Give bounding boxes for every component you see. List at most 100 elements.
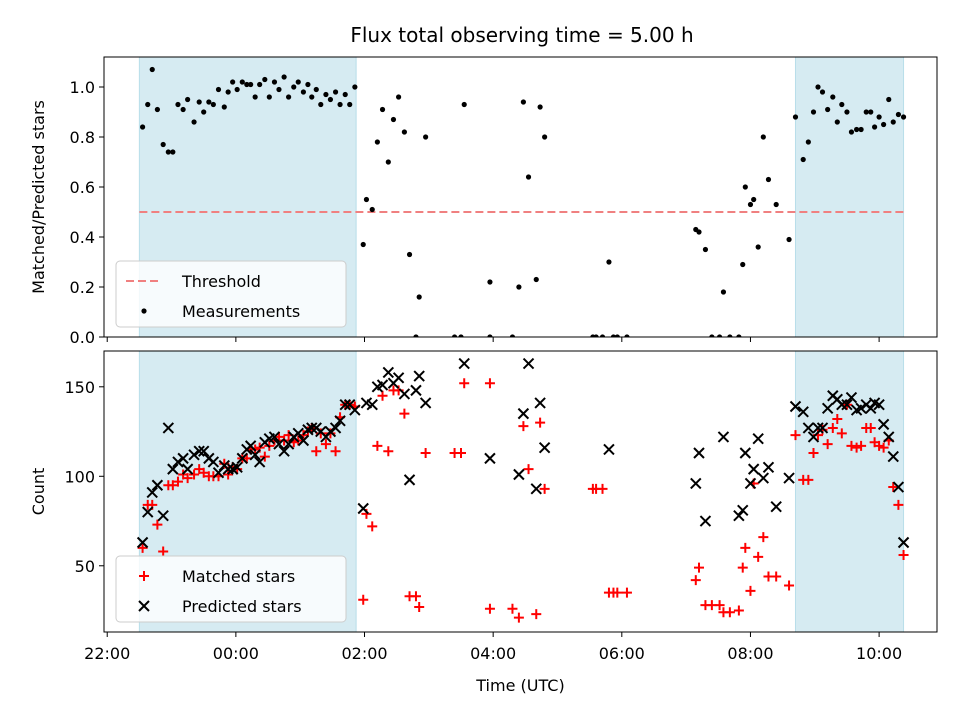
predicted-star-point <box>142 506 154 518</box>
matched-star-point <box>856 440 867 451</box>
legend-predicted-swatch <box>138 600 150 612</box>
measurement-point <box>786 236 792 243</box>
predicted-star-point <box>177 452 189 465</box>
matched-star-point <box>832 414 843 425</box>
measurement-point <box>716 334 723 337</box>
measurement-point <box>853 126 860 133</box>
measurement-point <box>291 84 297 90</box>
measurement-point <box>844 109 850 115</box>
matched-star-point <box>420 448 431 459</box>
matched-star-point <box>803 474 814 485</box>
matched-star-point <box>808 448 819 459</box>
legend-label: Predicted stars <box>182 597 302 616</box>
measurement-point <box>234 86 240 93</box>
predicted-star-point <box>197 445 210 457</box>
measurement-point <box>300 89 307 95</box>
measurement-point <box>252 94 258 100</box>
predicted-star-point <box>883 431 895 443</box>
measurement-point <box>271 79 278 85</box>
predicted-star-point <box>458 357 470 370</box>
matched-star-point <box>724 607 735 618</box>
predicted-star-point <box>733 509 745 522</box>
matched-star-point <box>612 587 623 598</box>
measurement-point <box>318 101 324 108</box>
y-axis-label: Count <box>29 468 48 516</box>
matched-star-point <box>865 422 876 433</box>
axes-frame <box>103 350 938 633</box>
predicted-star-point <box>244 440 257 452</box>
predicted-star-point <box>366 398 378 411</box>
measurement-point <box>295 79 301 85</box>
matched-star-point <box>784 580 795 591</box>
measurement-point <box>487 279 493 285</box>
legend-matched-swatch <box>139 571 149 581</box>
predicted-star-point <box>297 434 310 447</box>
measurement-point <box>154 106 160 113</box>
measurement-point <box>347 101 353 108</box>
matched-star-point <box>172 476 183 487</box>
measurement-point <box>149 66 155 73</box>
y-tick-label: 1.0 <box>70 78 95 97</box>
measurement-point <box>210 101 216 108</box>
measurement-point <box>537 104 543 110</box>
predicted-star-point <box>339 398 351 411</box>
predicted-star-point <box>222 463 234 475</box>
chart-title: Flux total observing time = 5.00 h <box>350 23 693 47</box>
y-tick-label: 0.4 <box>70 228 95 247</box>
measurement-point <box>709 334 715 337</box>
measurement-point <box>360 241 366 248</box>
measurement-point <box>727 334 733 337</box>
matched-star-point <box>851 442 862 453</box>
predicted-star-point <box>484 452 496 465</box>
predicted-star-point <box>802 422 815 434</box>
legend: Threshold Measurements <box>115 260 347 328</box>
measurement-point <box>175 101 181 108</box>
predicted-star-point <box>324 425 337 438</box>
predicted-star-point <box>410 384 422 397</box>
matched-star-point <box>414 601 425 612</box>
matched-star-point <box>523 464 534 475</box>
series-layer <box>139 66 907 337</box>
predicted-star-point <box>603 443 615 456</box>
matched-star-point <box>893 499 904 510</box>
measurement-point <box>201 109 207 115</box>
measurement-point <box>170 149 176 155</box>
measurement-point <box>773 201 779 208</box>
measurement-point <box>593 334 599 337</box>
measurement-point <box>458 334 464 337</box>
predicted-star-point <box>236 452 249 465</box>
matched-star-point <box>790 430 801 441</box>
shaded-span-2 <box>794 350 905 633</box>
predicted-star-point <box>329 422 342 434</box>
predicted-star-point <box>278 445 290 457</box>
predicted-star-point <box>273 438 285 450</box>
x-tick-label: 10:00 <box>856 644 902 663</box>
measurement-point <box>323 91 329 98</box>
predicted-star-point <box>167 463 179 475</box>
predicted-star-point <box>762 461 775 474</box>
measurement-point <box>810 109 817 115</box>
predicted-star-point <box>181 463 194 475</box>
measurement-point <box>396 94 402 100</box>
matched-star-point <box>456 448 466 459</box>
matched-star-point <box>383 446 394 457</box>
measurement-point <box>542 134 548 140</box>
measurement-point <box>230 79 236 85</box>
matched-star-point <box>690 575 701 586</box>
matched-star-point <box>137 542 148 553</box>
matched-star-point <box>259 451 270 462</box>
matched-star-point <box>367 521 378 532</box>
measurement-point <box>239 79 245 85</box>
matched-star-point <box>358 594 369 605</box>
measurement-point <box>165 149 171 155</box>
matched-star-point <box>827 422 838 433</box>
matched-star-point <box>372 440 383 451</box>
measurement-point <box>509 334 516 337</box>
matched-star-point <box>484 378 495 389</box>
legend-measurement-swatch <box>141 308 147 314</box>
legend-label: Threshold <box>181 272 261 291</box>
legend-label: Measurements <box>182 302 300 321</box>
measurement-point <box>423 134 429 140</box>
measurement-point <box>765 176 772 183</box>
